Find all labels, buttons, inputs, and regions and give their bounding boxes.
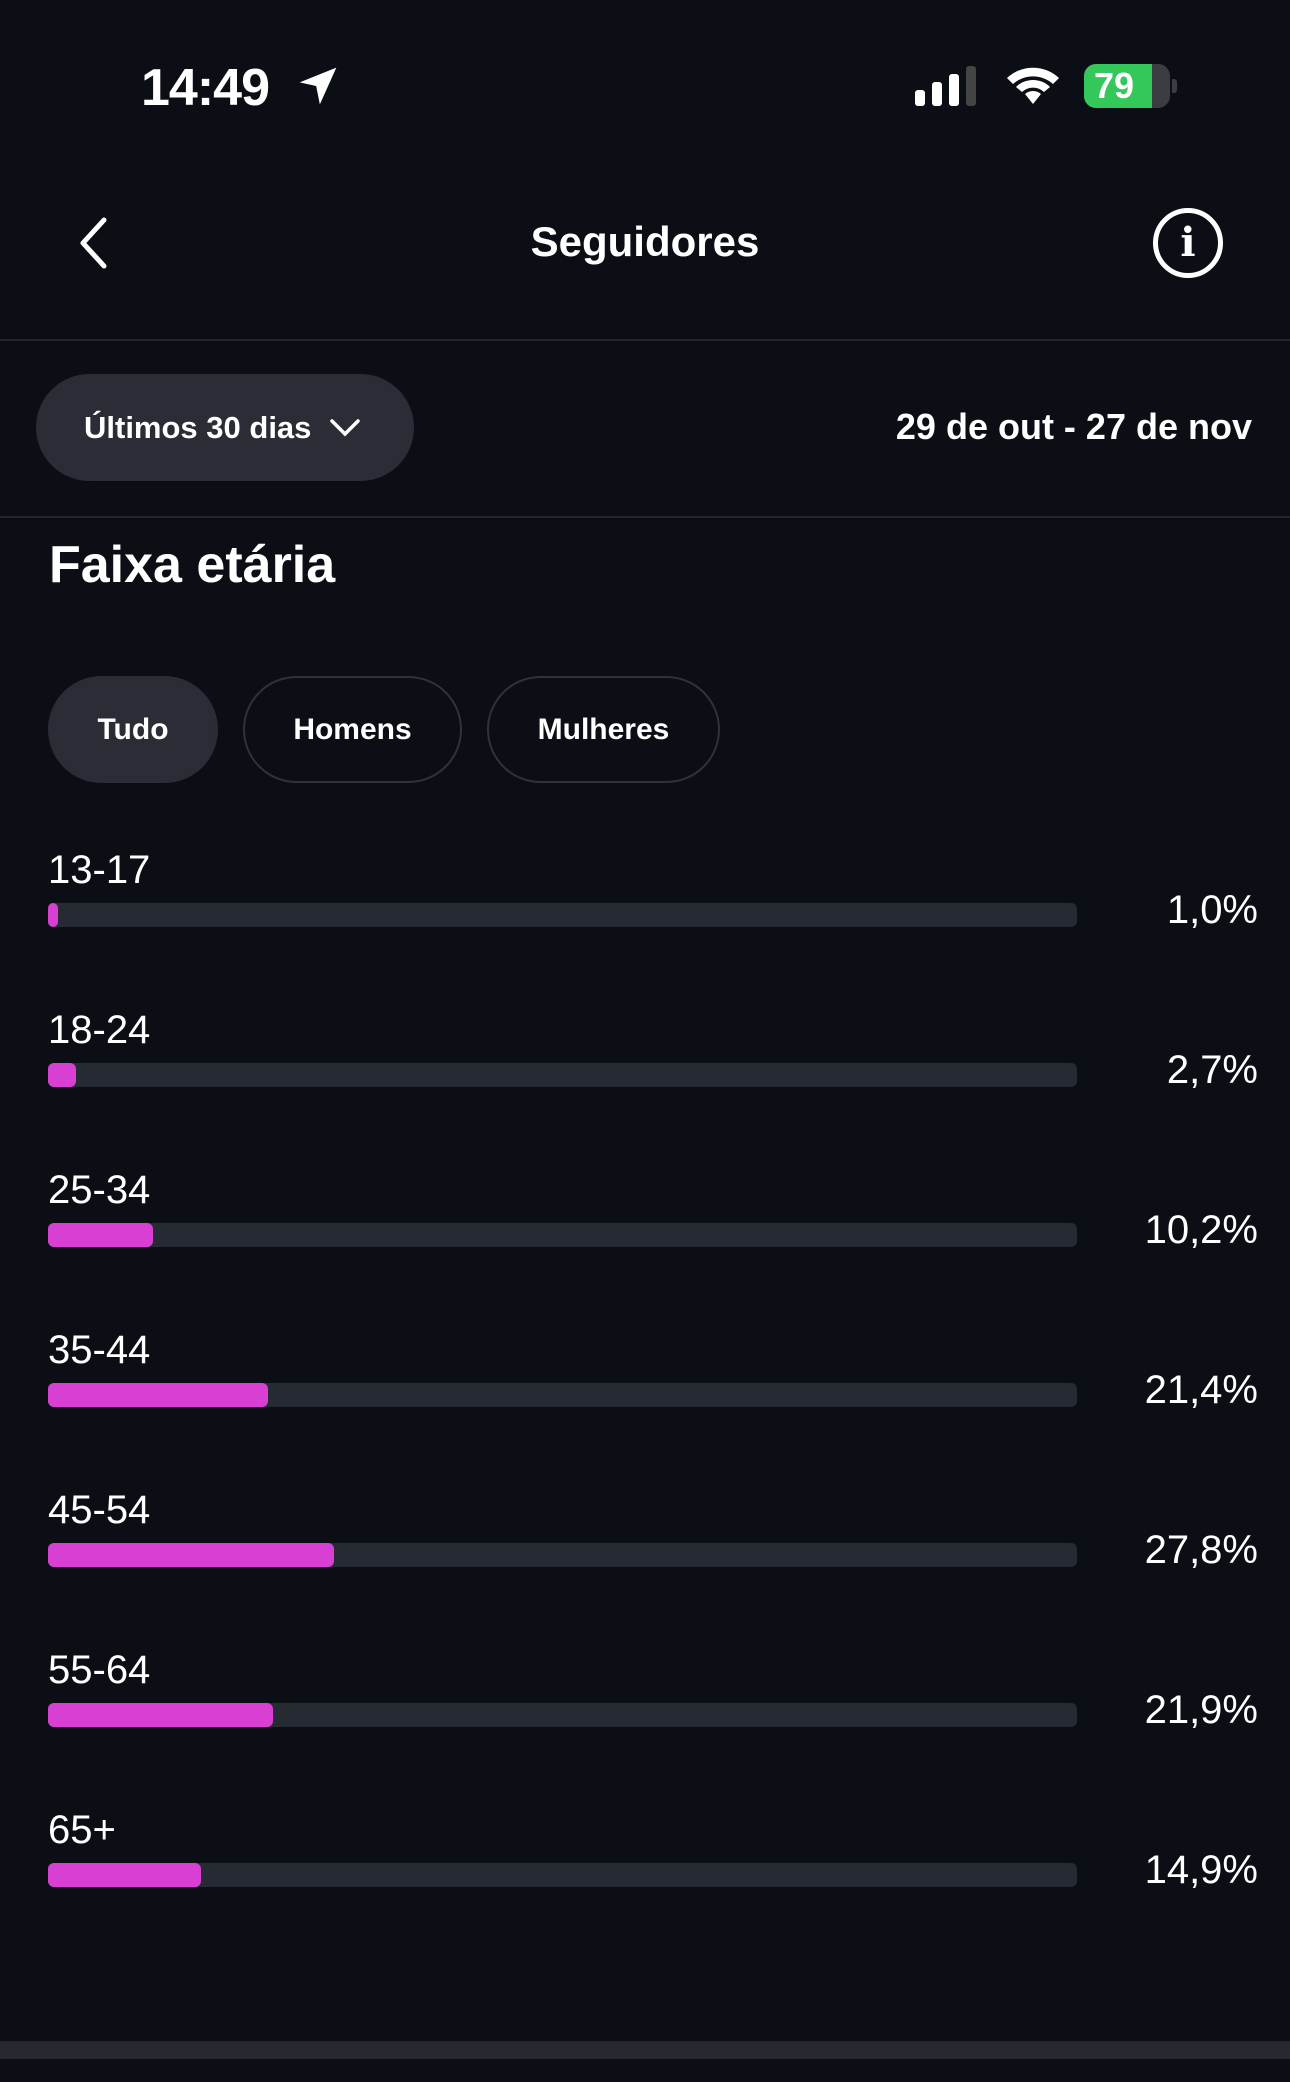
bar-track [48,1063,1077,1087]
age-row: 65+ 14,9% [48,1808,1258,1968]
age-label: 25-34 [48,1168,151,1212]
age-percent: 14,9% [1144,1848,1258,1892]
divider [0,516,1290,518]
age-row: 55-64 21,9% [48,1648,1258,1808]
chip-all[interactable]: Tudo [48,676,218,783]
age-row: 45-54 27,8% [48,1488,1258,1648]
chevron-left-icon[interactable] [78,216,108,270]
bar-track [48,1543,1077,1567]
bar-track [48,1223,1077,1247]
battery-level: 79 [1094,65,1135,106]
age-label: 18-24 [48,1008,151,1052]
age-label: 55-64 [48,1648,151,1692]
page-title: Seguidores [530,218,760,265]
age-label: 35-44 [48,1328,151,1372]
bar-fill [48,1863,202,1887]
age-percent: 27,8% [1144,1528,1258,1572]
divider [0,339,1290,341]
chevron-down-icon [330,418,361,436]
age-percent: 10,2% [1144,1208,1258,1252]
chip-women[interactable]: Mulheres [487,676,720,783]
battery-tip [1172,79,1177,93]
status-time: 14:49 [141,59,270,117]
date-range-dropdown[interactable]: Últimos 30 dias [36,374,414,481]
age-label: 65+ [48,1808,116,1852]
info-icon[interactable]: i [1153,208,1223,278]
battery-icon: 79 [1084,64,1170,108]
location-arrow-icon [299,67,337,105]
bar-track [48,1863,1077,1887]
date-range-label: Últimos 30 dias [84,409,312,445]
bar-fill [48,1223,153,1247]
age-percent: 2,7% [1166,1048,1258,1092]
bar-track [48,1383,1077,1407]
section-separator [0,2041,1290,2059]
age-percent: 21,9% [1144,1688,1258,1732]
age-row: 25-34 10,2% [48,1168,1258,1328]
chip-men[interactable]: Homens [243,676,462,783]
wifi-icon [1007,67,1059,104]
cellular-signal-icon [915,66,976,106]
section-title: Faixa etária [49,536,336,594]
bar-fill [48,903,59,927]
age-label: 13-17 [48,848,151,892]
age-row: 18-24 2,7% [48,1008,1258,1168]
date-range-text: 29 de out - 27 de nov [895,406,1252,447]
bar-fill [48,1543,335,1567]
age-row: 13-17 1,0% [48,848,1258,1008]
bar-fill [48,1063,76,1087]
bar-fill [48,1703,274,1727]
age-percent: 1,0% [1166,888,1258,932]
bar-fill [48,1383,269,1407]
age-percent: 21,4% [1144,1368,1258,1412]
bar-track [48,903,1077,927]
age-row: 35-44 21,4% [48,1328,1258,1488]
bar-track [48,1703,1077,1727]
age-label: 45-54 [48,1488,151,1532]
